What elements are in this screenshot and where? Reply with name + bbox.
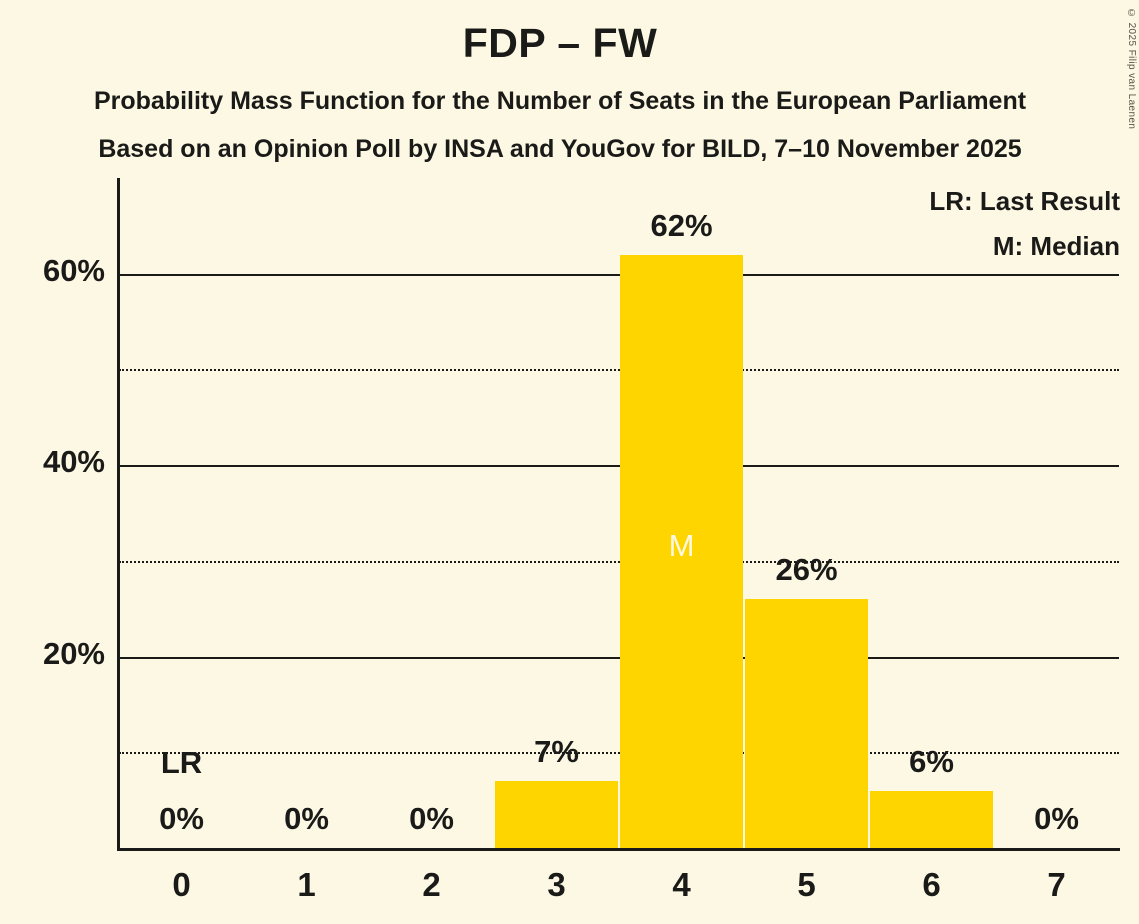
gridline-major-40 bbox=[119, 465, 1119, 468]
gridline-major-20 bbox=[119, 656, 1119, 659]
last-result-marker: LR bbox=[160, 745, 203, 780]
plot-area bbox=[119, 178, 1119, 848]
y-axis-tick-20: 20% bbox=[42, 635, 105, 671]
gridline-minor-30 bbox=[119, 560, 1119, 563]
chart-subtitle-source: Based on an Opinion Poll by INSA and You… bbox=[98, 135, 1022, 163]
x-axis-tick-1: 1 bbox=[297, 866, 316, 903]
bar-value-label-2: 0% bbox=[409, 801, 454, 836]
bar-value-label-4: 62% bbox=[650, 207, 713, 243]
median-marker: M bbox=[668, 528, 695, 563]
copyright-notice: © 2025 Filip van Laenen bbox=[1126, 8, 1137, 130]
bar-value-label-0: 0% bbox=[159, 801, 204, 836]
bar-seats-5[interactable] bbox=[745, 599, 868, 848]
x-axis-tick-7: 7 bbox=[1047, 866, 1066, 903]
bar-seats-6[interactable] bbox=[870, 790, 993, 848]
bar-seats-4[interactable] bbox=[620, 254, 743, 848]
bar-value-label-1: 0% bbox=[284, 801, 329, 836]
bar-value-label-5: 26% bbox=[775, 552, 838, 588]
x-axis-tick-3: 3 bbox=[547, 866, 566, 903]
x-axis-tick-0: 0 bbox=[172, 866, 191, 903]
bar-value-label-3: 7% bbox=[534, 734, 579, 769]
y-axis-tick-60: 60% bbox=[42, 252, 105, 288]
x-axis-line bbox=[117, 848, 1120, 851]
legend-last-result: LR: Last Result bbox=[929, 186, 1120, 216]
chart-subtitle-primary: Probability Mass Function for the Number… bbox=[93, 87, 1027, 115]
gridline-major-60 bbox=[119, 273, 1119, 276]
bar-value-label-7: 0% bbox=[1034, 801, 1079, 836]
x-axis-tick-4: 4 bbox=[672, 866, 691, 903]
legend-median: M: Median bbox=[992, 231, 1120, 261]
bar-seats-3[interactable] bbox=[495, 781, 618, 848]
x-axis-tick-5: 5 bbox=[797, 866, 816, 903]
x-axis-tick-6: 6 bbox=[922, 866, 941, 903]
x-axis-tick-2: 2 bbox=[422, 866, 441, 903]
y-axis-tick-40: 40% bbox=[42, 444, 105, 480]
y-axis-line bbox=[117, 178, 120, 851]
gridline-minor-10 bbox=[119, 752, 1119, 755]
bar-value-label-6: 6% bbox=[909, 743, 954, 779]
gridline-minor-50 bbox=[119, 369, 1119, 372]
chart-title: FDP – FW bbox=[462, 20, 658, 66]
